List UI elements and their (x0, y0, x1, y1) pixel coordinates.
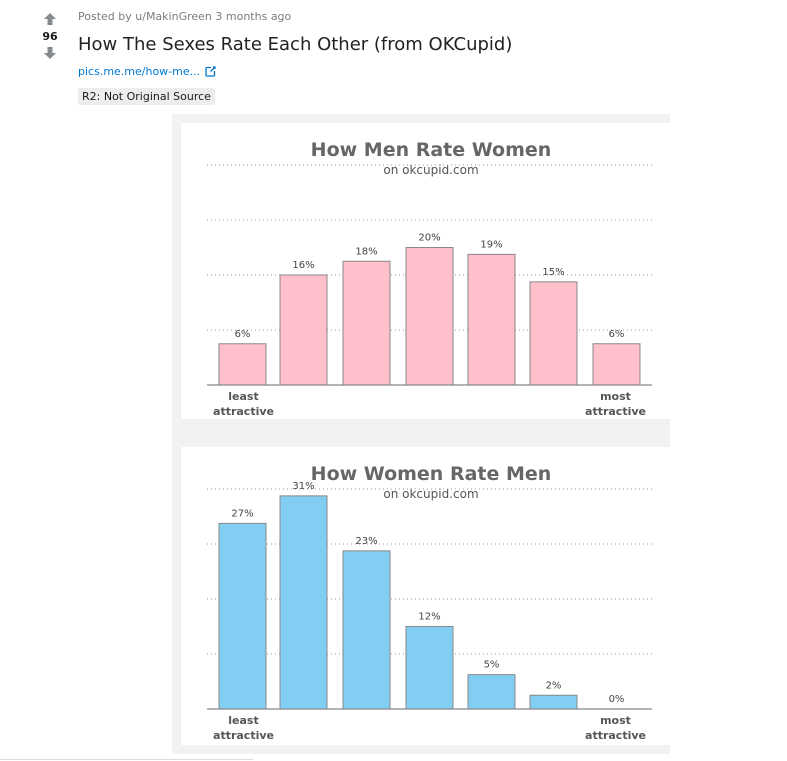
post-age: 3 months ago (215, 10, 292, 23)
x-label-most: most (600, 390, 631, 403)
x-label-most: most (600, 714, 631, 727)
x-label-least: least (228, 714, 258, 727)
bar (467, 674, 516, 710)
bar-value-label: 6% (235, 329, 251, 340)
post-image[interactable]: How Men Rate Women on okcupid.com 6% 16% 18%… (172, 114, 670, 754)
bar-value-label: 12% (418, 612, 440, 623)
bar-value-label: 19% (480, 239, 502, 250)
chart-title: How Women Rate Men (311, 463, 552, 485)
bar (279, 495, 328, 710)
chart-panel-men-rate-women: How Men Rate Women on okcupid.com 6% 16% 18%… (181, 123, 670, 419)
bar (342, 550, 391, 710)
bar-value-label: 16% (292, 260, 314, 271)
x-label-most: attractive (585, 405, 646, 418)
post-score: 96 (42, 30, 58, 43)
bar-value-label: 2% (546, 680, 562, 691)
post-meta: Posted by u/MakinGreen 3 months ago (78, 10, 291, 23)
arrow-down-icon[interactable] (43, 46, 57, 60)
post-title[interactable]: How The Sexes Rate Each Other (from OKCu… (78, 34, 513, 55)
bar (218, 343, 267, 386)
bar-value-label: 18% (355, 246, 377, 257)
bar (529, 694, 578, 710)
x-label-least: least (228, 390, 258, 403)
bar (467, 253, 516, 386)
bar (405, 626, 454, 710)
vote-column: 96 (38, 12, 62, 60)
x-label-least: attractive (213, 405, 274, 418)
bar-value-label: 23% (355, 536, 377, 547)
x-label-most: attractive (585, 729, 646, 742)
chart-women-rate-men: How Women Rate Men on okcupid.com 27% 31% 23… (207, 463, 652, 742)
bar (218, 522, 267, 710)
x-label-least: attractive (213, 729, 274, 742)
bar-value-label: 31% (292, 481, 314, 492)
bar-value-label: 27% (231, 508, 253, 519)
chart-subtitle: on okcupid.com (383, 487, 478, 501)
bar (529, 281, 578, 386)
bar (279, 274, 328, 386)
bar (342, 260, 391, 386)
bar-value-label: 15% (542, 267, 564, 278)
post-link[interactable]: pics.me.me/how-me... (78, 65, 216, 78)
bar-value-label: 6% (609, 329, 625, 340)
post-flair[interactable]: R2: Not Original Source (78, 88, 215, 105)
bar-value-label: 0% (609, 694, 625, 705)
bar (405, 247, 454, 386)
author-link[interactable]: u/MakinGreen (135, 10, 212, 23)
bar-value-label: 20% (418, 233, 440, 244)
chart-panel-women-rate-men: How Women Rate Men on okcupid.com 27% 31% 23… (181, 447, 670, 745)
chart-subtitle: on okcupid.com (383, 163, 478, 177)
posted-by-label: Posted by (78, 10, 132, 23)
bar-value-label: 5% (484, 660, 500, 671)
divider (0, 759, 253, 760)
chart-men-rate-women: How Men Rate Women on okcupid.com 6% 16% 18%… (207, 139, 652, 418)
post-link-text: pics.me.me/how-me... (78, 65, 201, 78)
arrow-up-icon[interactable] (43, 12, 57, 26)
bar (592, 343, 641, 386)
chart-title: How Men Rate Women (311, 139, 552, 161)
external-link-icon (205, 66, 216, 77)
